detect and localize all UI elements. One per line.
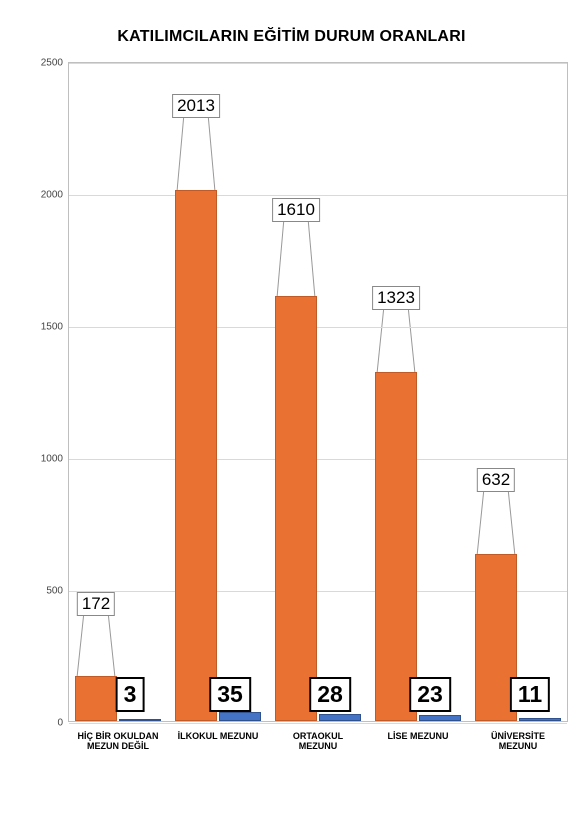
ytick-label: 2500 xyxy=(41,58,63,69)
data-label-orange: 2013 xyxy=(172,94,220,118)
ytick-label: 0 xyxy=(57,718,63,729)
x-category-label: HİÇ BİR OKULDAN MEZUN DEĞİL xyxy=(73,731,163,752)
page-root: KATILIMCILARIN EĞİTİM DURUM ORANLARI MAK… xyxy=(0,0,583,836)
data-label-blue: 3 xyxy=(116,677,145,712)
chart-plot-area: 05001000150020002500HİÇ BİR OKULDAN MEZU… xyxy=(68,62,568,722)
gridline xyxy=(69,459,567,460)
gridline xyxy=(69,195,567,196)
gridline xyxy=(69,327,567,328)
x-category-label: İLKOKUL MEZUNU xyxy=(173,731,263,741)
gridline xyxy=(69,63,567,64)
chart-title: KATILIMCILARIN EĞİTİM DURUM ORANLARI xyxy=(0,28,583,46)
gridline xyxy=(69,723,567,724)
x-category-label: ORTAOKUL MEZUNU xyxy=(273,731,363,752)
data-label-blue: 28 xyxy=(309,677,351,712)
data-label-blue: 11 xyxy=(510,677,550,712)
data-label-blue: 35 xyxy=(209,677,251,712)
bar-blue xyxy=(319,714,361,721)
ytick-label: 1500 xyxy=(41,322,63,333)
x-category-label: LİSE MEZUNU xyxy=(373,731,463,741)
bar-orange xyxy=(75,676,117,721)
bar-orange xyxy=(375,372,417,721)
data-label-orange: 632 xyxy=(477,468,515,492)
ytick-label: 500 xyxy=(46,586,63,597)
data-label-orange: 1323 xyxy=(372,286,420,310)
ytick-label: 2000 xyxy=(41,190,63,201)
data-label-orange: 172 xyxy=(77,592,115,616)
bar-orange xyxy=(175,190,217,721)
ytick-label: 1000 xyxy=(41,454,63,465)
bar-blue xyxy=(219,712,261,721)
data-label-blue: 23 xyxy=(409,677,451,712)
bar-blue xyxy=(419,715,461,721)
x-category-label: ÜNİVERSİTE MEZUNU xyxy=(473,731,563,752)
data-label-orange: 1610 xyxy=(272,198,320,222)
bar-blue xyxy=(519,718,561,721)
bar-blue xyxy=(119,719,161,721)
bar-orange xyxy=(275,296,317,721)
